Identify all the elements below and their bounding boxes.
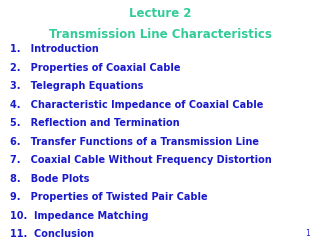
Text: 1.   Introduction: 1. Introduction: [10, 44, 98, 54]
Text: 7.   Coaxial Cable Without Frequency Distortion: 7. Coaxial Cable Without Frequency Disto…: [10, 155, 271, 165]
Text: Transmission Line Characteristics: Transmission Line Characteristics: [49, 28, 271, 41]
Text: 11.  Conclusion: 11. Conclusion: [10, 229, 93, 239]
Text: 5.   Reflection and Termination: 5. Reflection and Termination: [10, 118, 179, 128]
Text: 3.   Telegraph Equations: 3. Telegraph Equations: [10, 81, 143, 91]
Text: 8.   Bode Plots: 8. Bode Plots: [10, 174, 89, 184]
Text: 4.   Characteristic Impedance of Coaxial Cable: 4. Characteristic Impedance of Coaxial C…: [10, 100, 263, 110]
Text: 2.   Properties of Coaxial Cable: 2. Properties of Coaxial Cable: [10, 63, 180, 73]
Text: Lecture 2: Lecture 2: [129, 7, 191, 20]
Text: 10.  Impedance Matching: 10. Impedance Matching: [10, 210, 148, 221]
Text: 6.   Transfer Functions of a Transmission Line: 6. Transfer Functions of a Transmission …: [10, 137, 259, 147]
Text: 1: 1: [306, 228, 310, 238]
Text: 9.   Properties of Twisted Pair Cable: 9. Properties of Twisted Pair Cable: [10, 192, 207, 202]
